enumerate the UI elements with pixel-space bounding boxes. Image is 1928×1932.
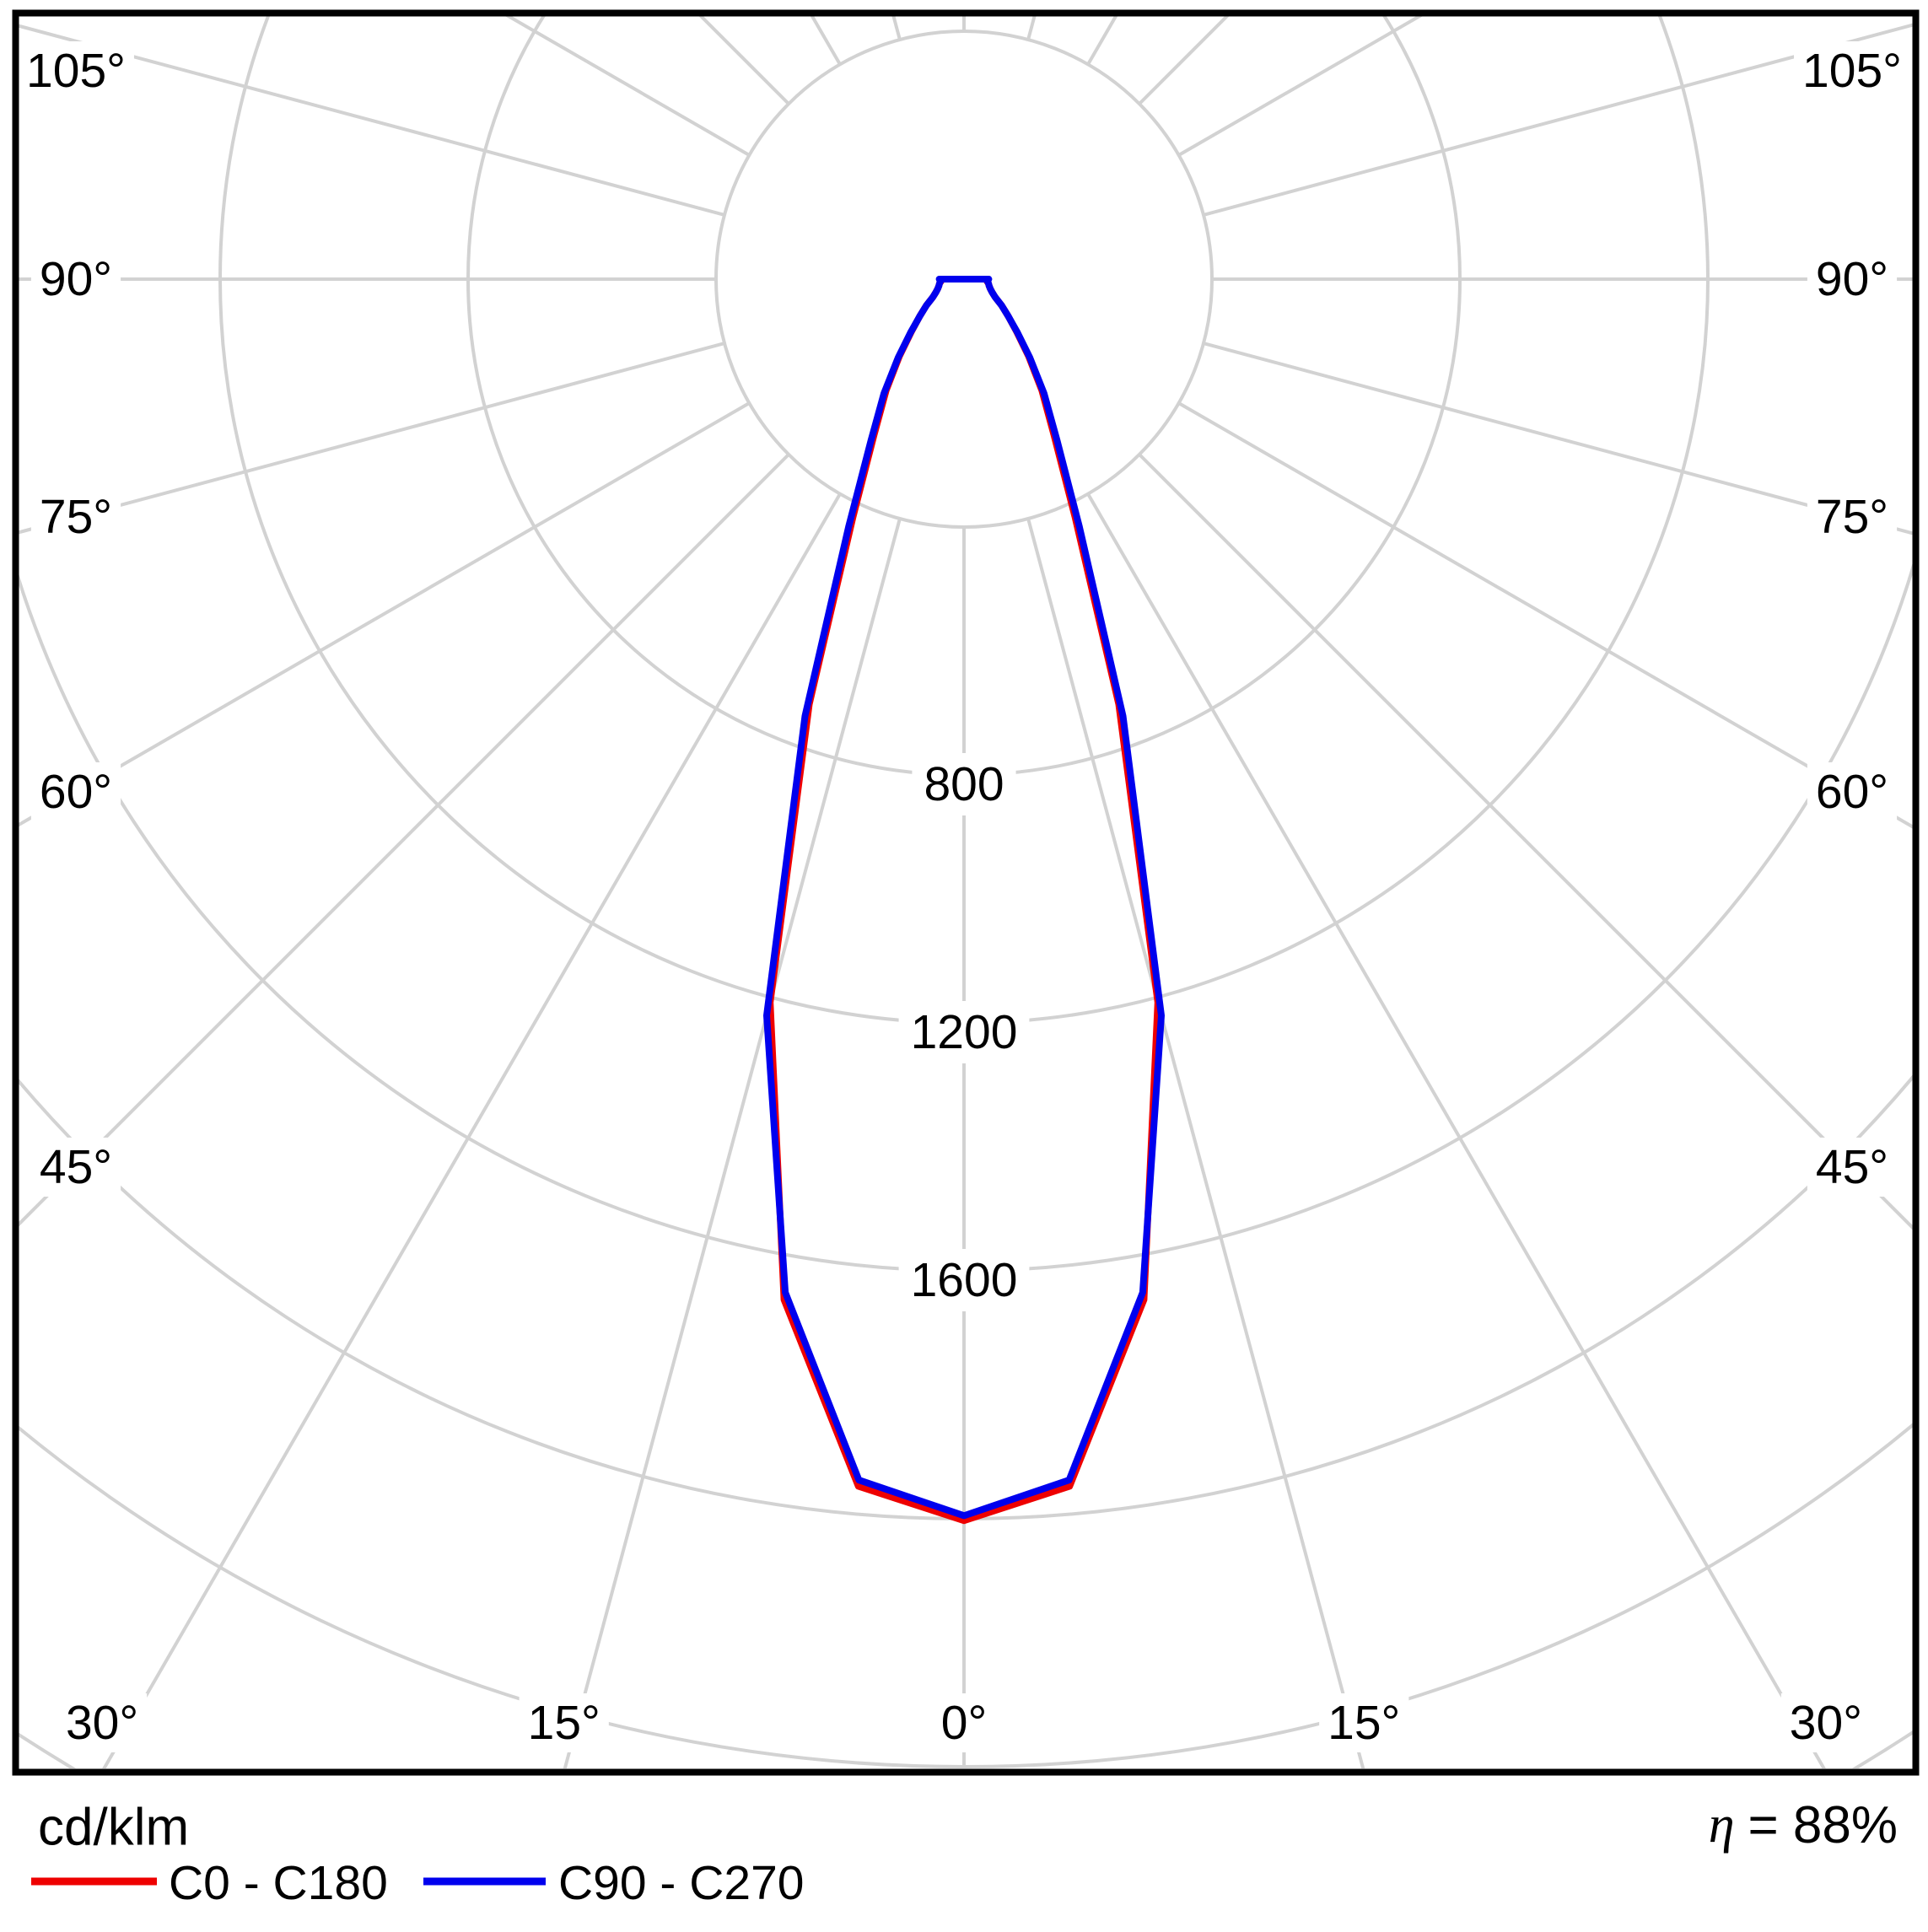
angle-label-right-75: 75° bbox=[1816, 490, 1888, 544]
angle-label-right-105-mask bbox=[1794, 41, 1910, 100]
angle-label-right-60-mask bbox=[1807, 761, 1898, 821]
intensity-curves bbox=[763, 276, 1165, 1525]
grid-spoke-255 bbox=[19, 24, 725, 217]
grid-spoke-285 bbox=[19, 342, 725, 535]
angle-label-right-105: 105° bbox=[1802, 44, 1902, 98]
angle-label-right-45-mask bbox=[1807, 1138, 1898, 1197]
ring-label-800: 800 bbox=[924, 757, 1004, 811]
angle-label-right-45: 45° bbox=[1816, 1140, 1888, 1194]
efficiency-value: η = 88% bbox=[1709, 1796, 1898, 1854]
angle-label-left-90-mask bbox=[30, 250, 121, 309]
grid-spoke-300 bbox=[19, 401, 751, 827]
angle-label-left-60: 60° bbox=[40, 765, 112, 819]
grid-spoke-45 bbox=[1138, 453, 1913, 1230]
ring-label-1200-mask bbox=[898, 1001, 1030, 1063]
angle-label-right-75-mask bbox=[1807, 487, 1898, 547]
efficiency-text: = 88% bbox=[1748, 1796, 1898, 1854]
legend-label-c0-c180: C0 - C180 bbox=[169, 1856, 388, 1910]
angle-label-bottom--30-mask bbox=[57, 1693, 148, 1752]
ring-label-1200: 1200 bbox=[911, 1005, 1018, 1059]
angle-label-bottom-30-mask bbox=[1780, 1693, 1871, 1752]
plot-frame bbox=[12, 9, 1920, 1776]
grid-spoke-345 bbox=[563, 518, 902, 1768]
angle-label-bottom--30: 30° bbox=[66, 1696, 138, 1750]
curve-C90-C270 bbox=[763, 276, 1165, 1520]
angle-label-bottom-0-mask bbox=[932, 1693, 996, 1752]
angle-label-left-75: 75° bbox=[40, 490, 112, 544]
grid-spoke-330 bbox=[102, 492, 842, 1768]
angle-label-left-75-mask bbox=[30, 487, 121, 547]
angle-label-right-60: 60° bbox=[1816, 765, 1888, 819]
angle-label-left-105: 105° bbox=[26, 44, 126, 98]
ring-label-800-mask bbox=[912, 753, 1016, 815]
ring-label-1600-mask bbox=[898, 1249, 1030, 1311]
legend-label-c90-c270: C90 - C270 bbox=[558, 1856, 805, 1910]
angle-label-left-90: 90° bbox=[40, 252, 112, 306]
grid-spoke-60 bbox=[1177, 401, 1913, 829]
grid-spoke-75 bbox=[1203, 342, 1913, 535]
angle-label-right-90: 90° bbox=[1816, 252, 1888, 306]
angle-label-left-60-mask bbox=[30, 761, 121, 821]
eta-symbol: η bbox=[1709, 1796, 1735, 1854]
grid-labels: 105° 90° 75° 60° 45° 105° 90° 75° 60° 45° 30° 15° 0°… bbox=[18, 41, 1910, 1752]
angle-label-bottom-15: 15° bbox=[1328, 1696, 1400, 1750]
angle-label-bottom-30: 30° bbox=[1790, 1696, 1862, 1750]
angle-label-bottom-15-mask bbox=[1319, 1693, 1409, 1752]
angle-label-right-90-mask bbox=[1807, 250, 1898, 309]
angle-label-left-105-mask bbox=[18, 41, 134, 100]
angle-label-left-45: 45° bbox=[40, 1140, 112, 1194]
ring-label-1600: 1600 bbox=[911, 1253, 1018, 1307]
legend: C0 - C180 C90 - C270 bbox=[31, 1856, 805, 1910]
angle-label-bottom--15: 15° bbox=[528, 1696, 600, 1750]
angle-label-bottom-0: 0° bbox=[941, 1696, 988, 1750]
grid-spoke-30 bbox=[1086, 492, 1826, 1768]
angle-label-bottom--15-mask bbox=[519, 1693, 609, 1752]
unit-label: cd/klm bbox=[38, 1799, 189, 1857]
grid-spoke-15 bbox=[1026, 518, 1365, 1768]
grid-spoke-105 bbox=[1203, 23, 1913, 217]
angle-label-left-45-mask bbox=[30, 1138, 121, 1197]
grid-spoke-315 bbox=[19, 453, 790, 1227]
